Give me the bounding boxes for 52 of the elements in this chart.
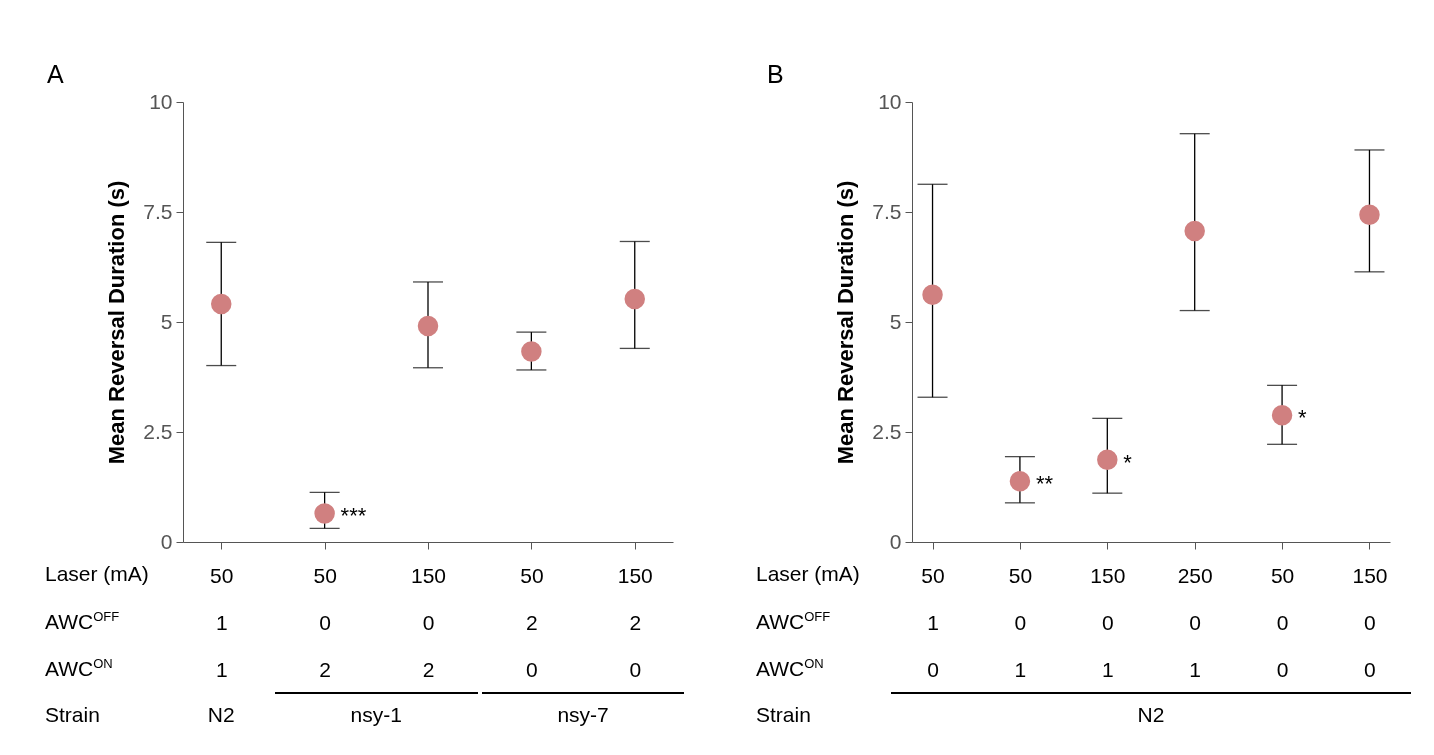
text: nsy-1 bbox=[350, 703, 402, 726]
text: Strain bbox=[756, 703, 811, 726]
text: AWC$^{OFF}$ bbox=[756, 609, 831, 633]
point bbox=[521, 341, 542, 362]
y-tick-label: 5 bbox=[160, 309, 173, 333]
x-tick-label: 150 0 0 bbox=[1352, 563, 1388, 681]
y-axis-title: Mean Reversal Duration (s) bbox=[833, 180, 859, 465]
point bbox=[624, 288, 645, 310]
point bbox=[211, 293, 232, 315]
x-tick-label: 50 0 0 bbox=[1270, 563, 1295, 681]
x-tick-label: 50 1 1 bbox=[210, 563, 234, 681]
y-axis-title: Mean Reversal Duration (s) bbox=[104, 180, 130, 465]
x-tick-label: 250 0 1 bbox=[1177, 563, 1213, 681]
text: AWC$^{OFF}$ bbox=[45, 609, 120, 633]
text: N2 bbox=[1137, 703, 1165, 726]
point bbox=[314, 503, 335, 524]
point bbox=[1184, 220, 1205, 242]
point bbox=[922, 284, 943, 305]
text: AWC$^{ON}$ bbox=[45, 656, 113, 680]
point bbox=[1009, 471, 1031, 492]
text: nsy-7 bbox=[557, 703, 609, 726]
y-tick-label: 0 bbox=[889, 529, 902, 553]
annotation: * bbox=[1298, 405, 1308, 431]
y-tick-label: 10 bbox=[149, 89, 173, 113]
x-tick-label: 50 0 1 bbox=[1008, 563, 1033, 681]
y-tick-label: 7.5 bbox=[872, 199, 902, 223]
annotation: ** bbox=[1035, 471, 1054, 497]
text: Strain bbox=[45, 703, 100, 726]
x-tick-label: 150 2 0 bbox=[617, 563, 653, 681]
annotation: *** bbox=[340, 503, 367, 529]
x-tick-label: 50 0 2 bbox=[313, 563, 337, 681]
chart-title: B bbox=[767, 60, 784, 89]
text: N2 bbox=[207, 703, 235, 726]
point bbox=[417, 315, 439, 337]
text: Laser (mA) bbox=[45, 562, 149, 585]
x-tick-label: 150 0 1 bbox=[1090, 563, 1126, 681]
point bbox=[1097, 449, 1118, 470]
point bbox=[1271, 405, 1293, 426]
y-tick-label: 5 bbox=[889, 309, 902, 333]
text: AWC$^{ON}$ bbox=[756, 656, 824, 680]
text: Laser (mA) bbox=[756, 562, 860, 585]
y-tick-label: 7.5 bbox=[143, 199, 173, 223]
annotation: * bbox=[1123, 449, 1133, 475]
x-tick-label: 50 2 0 bbox=[520, 563, 544, 681]
chart-title: A bbox=[47, 60, 64, 89]
y-tick-label: 2.5 bbox=[143, 419, 173, 443]
point bbox=[1359, 204, 1380, 225]
y-tick-label: 2.5 bbox=[872, 419, 902, 443]
x-tick-label: 150 0 2 bbox=[410, 563, 447, 681]
x-tick-label: 50 1 0 bbox=[921, 563, 945, 681]
y-tick-label: 0 bbox=[160, 529, 173, 553]
y-tick-label: 10 bbox=[878, 89, 902, 113]
